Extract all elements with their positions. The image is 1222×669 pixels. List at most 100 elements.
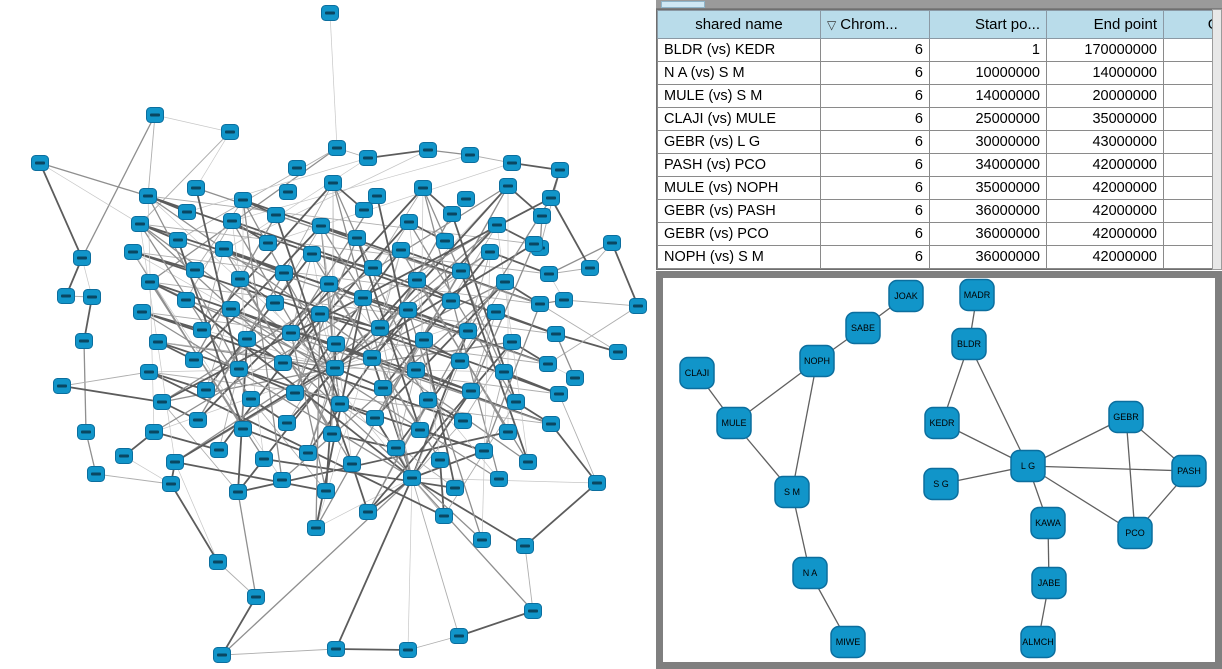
network-node[interactable] [286,385,304,401]
network-node[interactable] [320,276,338,292]
table-cell[interactable]: 42000000 [1046,176,1164,200]
table-cell[interactable]: 20000000 [1046,84,1164,108]
network-edge[interactable] [174,461,327,492]
network-node[interactable] [496,274,514,290]
network-edge[interactable] [489,251,550,275]
network-node[interactable] [87,466,105,482]
table-cell[interactable]: 43000000 [1046,130,1164,154]
network-node[interactable] [475,443,493,459]
network-node[interactable] [288,160,306,176]
network-node[interactable]: KEDR [924,406,960,440]
network-node[interactable] [247,589,265,605]
network-edge[interactable] [157,341,560,395]
network-node[interactable] [348,230,366,246]
network-node[interactable] [327,336,345,352]
table-cell[interactable]: 30000000 [929,130,1047,154]
network-edge[interactable] [281,281,506,481]
network-edge[interactable] [611,242,639,307]
network-node[interactable] [223,213,241,229]
table-row[interactable]: N A (vs) S M610000000140000006.6 [657,61,1212,85]
network-node[interactable] [124,244,142,260]
network-node[interactable] [368,188,386,204]
network-node[interactable] [222,301,240,317]
network-node[interactable] [524,603,542,619]
table-cell[interactable]: 25000000 [929,107,1047,131]
network-node[interactable] [525,236,543,252]
network-node[interactable] [255,451,273,467]
network-edge[interactable] [315,249,402,529]
network-node[interactable] [457,191,475,207]
network-node[interactable] [259,235,277,251]
network-node[interactable] [312,218,330,234]
network-edge[interactable] [153,431,220,451]
network-node[interactable] [366,410,384,426]
network-node[interactable] [495,364,513,380]
table-row[interactable]: MULE (vs) NOPH6350000004200000010.5 [657,176,1212,200]
network-node[interactable] [273,472,291,488]
table-row[interactable]: NOPH (vs) S M636000000420000009.9 [657,245,1212,269]
network-edge[interactable] [267,162,513,244]
network-node[interactable] [31,155,49,171]
table-cell[interactable]: 35000000 [1046,107,1164,131]
network-node[interactable] [311,306,329,322]
network-edge[interactable] [95,473,172,485]
network-edge[interactable] [558,393,598,484]
network-node[interactable] [209,554,227,570]
network-edge[interactable] [407,309,483,541]
network-node[interactable] [139,188,157,204]
network-edge[interactable] [194,199,244,271]
table-cell[interactable]: GEBR (vs) PASH [657,199,821,223]
network-edge[interactable] [83,340,87,433]
network-node[interactable] [516,538,534,554]
network-edge[interactable] [186,157,369,213]
table-cell[interactable]: 192.0 [1163,38,1212,62]
network-node[interactable] [215,241,233,257]
column-header-end-point[interactable]: End point [1046,10,1164,39]
network-edge[interactable] [315,477,413,529]
column-header-chrom---[interactable]: ▽ Chrom... [820,10,930,39]
network-node[interactable] [387,440,405,456]
network-edge[interactable] [407,477,413,651]
network-node[interactable] [551,162,569,178]
network-node[interactable]: KAWA [1030,506,1066,540]
table-cell[interactable]: 6 [820,130,930,154]
network-edge[interactable] [147,114,156,197]
network-node[interactable]: SABE [845,311,881,345]
table-row[interactable]: MULE (vs) S M614000000200000007.5 [657,84,1212,108]
network-node[interactable] [399,302,417,318]
network-node[interactable] [166,454,184,470]
network-node[interactable] [374,380,392,396]
network-node[interactable] [197,382,215,398]
network-edge[interactable] [334,224,498,369]
network-edge[interactable] [237,491,257,598]
network-node[interactable]: MADR [959,278,995,312]
table-cell[interactable]: 10000000 [929,61,1047,85]
network-node[interactable] [451,353,469,369]
network-edge[interactable] [39,162,83,259]
table-cell[interactable]: MULE (vs) NOPH [657,176,821,200]
network-edge[interactable] [205,253,313,391]
network-edge[interactable] [524,482,598,547]
table-cell[interactable]: 6 [820,176,930,200]
network-node[interactable] [407,362,425,378]
network-node[interactable]: PCO [1117,516,1153,550]
network-edge[interactable] [332,182,417,371]
network-node[interactable] [278,415,296,431]
network-edge[interactable] [329,12,338,149]
network-node[interactable] [189,412,207,428]
network-node[interactable] [539,356,557,372]
table-row[interactable]: BLDR (vs) KEDR61170000000192.0 [657,38,1212,62]
network-node[interactable] [419,392,437,408]
network-node[interactable] [177,292,195,308]
table-cell[interactable]: 9.9 [1163,245,1212,269]
table-row[interactable]: GEBR (vs) PCO636000000420000008.4 [657,222,1212,246]
network-node[interactable] [499,178,517,194]
network-edge[interactable] [141,311,413,479]
network-edge[interactable] [174,251,491,463]
network-node[interactable] [145,424,163,440]
network-edge[interactable] [230,308,500,480]
network-edge[interactable] [132,251,283,481]
network-edge[interactable] [548,242,613,275]
network-node[interactable] [550,386,568,402]
network-node[interactable] [234,192,252,208]
